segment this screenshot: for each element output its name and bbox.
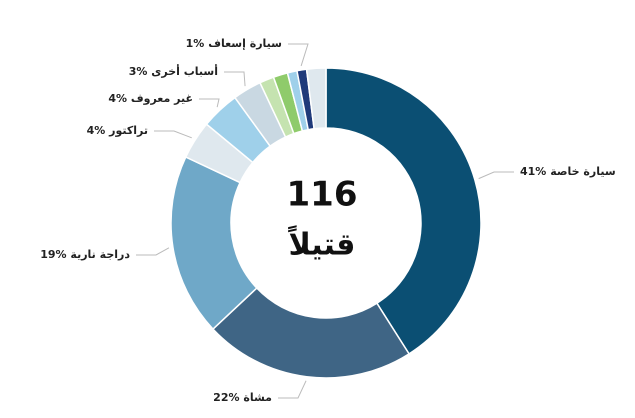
- slice-value-label: 4%: [108, 92, 127, 105]
- slice-category: تراكتور: [108, 124, 148, 137]
- leader-line: [478, 171, 514, 180]
- slice-label: 4% غير معروف: [108, 92, 193, 105]
- donut-slice: [305, 67, 327, 130]
- slice-label: 19% دراجة نارية: [40, 248, 130, 261]
- slice-value-label: 41%: [520, 165, 546, 178]
- leader-line: [224, 71, 246, 87]
- slice-label: 3% أسباب أخرى: [129, 64, 218, 78]
- slice-category: سيارة خاصة: [550, 165, 615, 178]
- slice-category: مشاة: [243, 391, 272, 404]
- slice-value-label: 19%: [40, 248, 66, 261]
- slice-category: أسباب أخرى: [151, 64, 218, 78]
- leader-line: [136, 247, 170, 256]
- slice-label: 41% سيارة خاصة: [520, 165, 616, 178]
- donut-slice: [325, 67, 482, 355]
- slice-label: 4% تراكتور: [87, 124, 148, 137]
- slice-value-label: 4%: [87, 124, 106, 137]
- slice-label: 22% مشاة: [213, 391, 272, 404]
- leader-line: [278, 380, 307, 399]
- slice-category: غير معروف: [131, 92, 193, 105]
- total: 116: [287, 175, 358, 215]
- slice-value-label: 3%: [129, 65, 148, 78]
- slice-value-label: 22%: [213, 391, 239, 404]
- slice-category: دراجة نارية: [70, 248, 130, 261]
- leader-line: [199, 98, 220, 108]
- slice-category: سيارة إسعاف: [208, 37, 282, 50]
- slice-label: 1% سيارة إسعاف: [186, 37, 282, 50]
- leader-line: [154, 130, 192, 139]
- total-label: قتيلاً: [288, 225, 356, 262]
- leader-line: [288, 43, 309, 67]
- slice-value-label: 1%: [186, 37, 205, 50]
